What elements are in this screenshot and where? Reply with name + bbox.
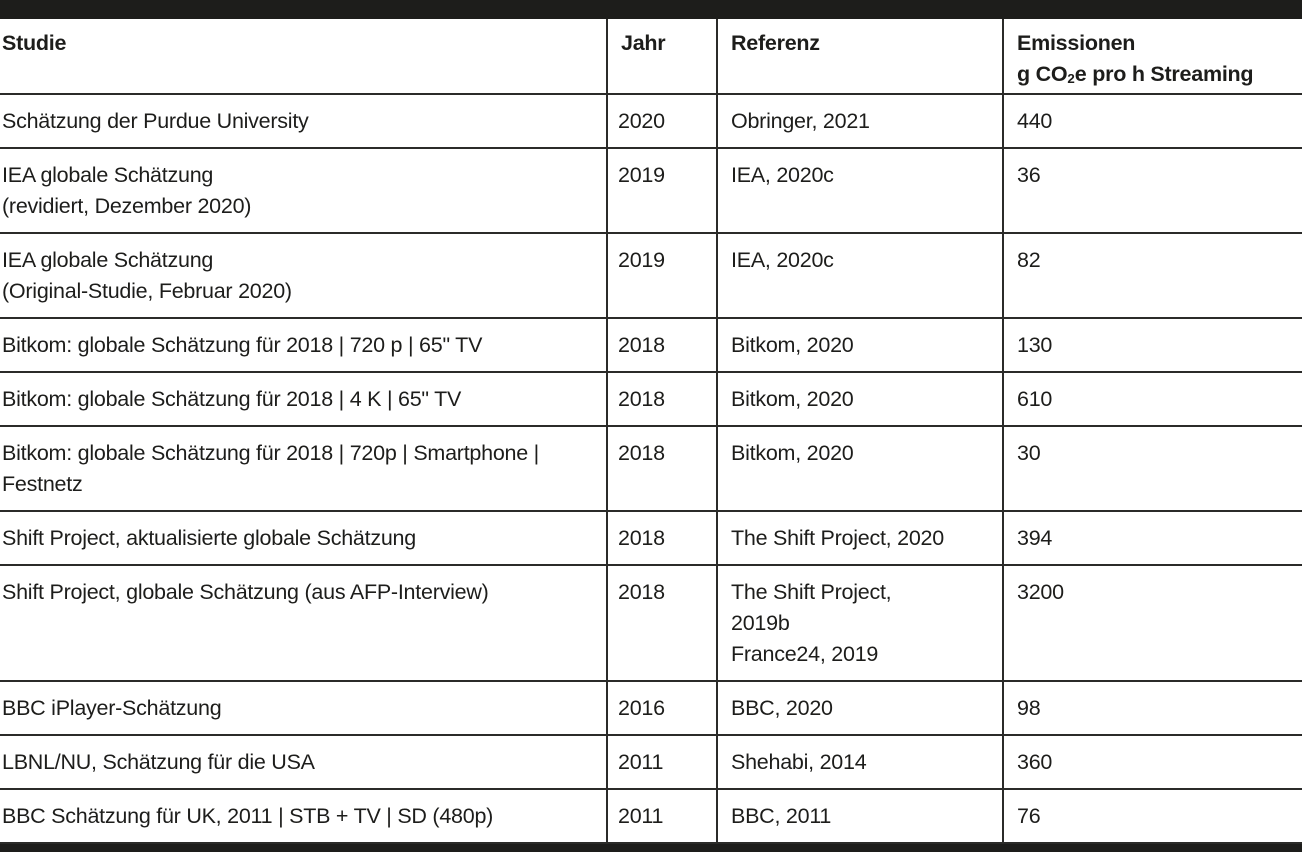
cell-jahr: 2018 [606,511,717,565]
cell-referenz: The Shift Project, 2019b France24, 2019 [716,565,1003,681]
table-row: BBC Schätzung für UK, 2011 | STB + TV | … [0,789,1302,843]
cell-emission: 394 [1002,511,1302,565]
cell-referenz: BBC, 2020 [716,681,1003,735]
table-row: LBNL/NU, Schätzung für die USA 2011 Sheh… [0,735,1302,789]
cell-referenz: BBC, 2011 [716,789,1003,843]
data-table: Studie Jahr Referenz Emissionen g CO2e pr… [0,19,1302,844]
column-header-referenz: Referenz [716,19,1003,94]
cell-jahr: 2018 [606,318,717,372]
cell-studie: Bitkom: globale Schätzung für 2018 | 720… [2,333,483,357]
table-row: Bitkom: globale Schätzung für 2018 | 720… [0,318,1302,372]
cell-jahr: 2018 [606,565,717,681]
table-row: Bitkom: globale Schätzung für 2018 | 4 K… [0,372,1302,426]
cell-referenz: IEA, 2020c [716,148,1003,233]
table-row: Bitkom: globale Schätzung für 2018 | 720… [0,426,1302,511]
cell-studie: BBC iPlayer-Schätzung [2,696,222,720]
table-row: Schätzung der Purdue University 2020 Obr… [0,94,1302,148]
cell-emission: 130 [1002,318,1302,372]
cell-jahr: 2020 [606,94,717,148]
cell-emission: 82 [1002,233,1302,318]
cell-studie: BBC Schätzung für UK, 2011 | STB + TV | … [2,804,494,828]
cell-jahr: 2011 [606,789,717,843]
table-bottom-bar [0,844,1302,852]
table-row: IEA globale Schätzung (revidiert, Dezemb… [0,148,1302,233]
table-row: BBC iPlayer-Schätzung 2016 BBC, 2020 98 [0,681,1302,735]
cell-jahr: 2019 [606,233,717,318]
cell-referenz: Bitkom, 2020 [716,318,1003,372]
table-row: Shift Project, globale Schätzung (aus AF… [0,565,1302,681]
cell-studie: LBNL/NU, Schätzung für die USA [2,750,315,774]
cell-referenz: The Shift Project, 2020 [716,511,1003,565]
cell-jahr: 2011 [606,735,717,789]
header-row: Studie Jahr Referenz Emissionen g CO2e pr… [0,19,1302,94]
cell-referenz: Shehabi, 2014 [716,735,1003,789]
cell-referenz: Bitkom, 2020 [716,372,1003,426]
column-header-studie: Studie [2,31,67,55]
cell-emission: 440 [1002,94,1302,148]
cell-emission: 610 [1002,372,1302,426]
cell-emission: 98 [1002,681,1302,735]
table-row: Shift Project, aktualisierte globale Sch… [0,511,1302,565]
cell-referenz: IEA, 2020c [716,233,1003,318]
cell-jahr: 2016 [606,681,717,735]
cell-emission: 30 [1002,426,1302,511]
emissionen-header-line1: Emissionen [1017,31,1136,55]
cell-jahr: 2018 [606,426,717,511]
column-header-emissionen: Emissionen g CO2e pro h Streaming [1002,19,1302,94]
cell-studie: Bitkom: globale Schätzung für 2018 | 4 K… [2,387,462,411]
cell-studie: IEA globale Schätzung (Original-Studie, … [2,248,292,303]
table-top-bar [0,0,1302,19]
column-header-jahr: Jahr [606,19,717,94]
cell-emission: 360 [1002,735,1302,789]
cell-jahr: 2019 [606,148,717,233]
table-row: IEA globale Schätzung (Original-Studie, … [0,233,1302,318]
cell-studie: Shift Project, aktualisierte globale Sch… [2,526,416,550]
cell-jahr: 2018 [606,372,717,426]
emissionen-header-unit-pre: g CO [1017,62,1068,86]
cell-emission: 3200 [1002,565,1302,681]
cell-studie: IEA globale Schätzung (revidiert, Dezemb… [2,163,252,218]
cell-emission: 36 [1002,148,1302,233]
cell-studie: Schätzung der Purdue University [2,109,309,133]
cell-referenz: Bitkom, 2020 [716,426,1003,511]
emissionen-header-unit-sub: 2 [1067,71,1075,87]
emissionen-header-unit-post: e pro h Streaming [1074,62,1254,86]
cell-referenz: Obringer, 2021 [716,94,1003,148]
cell-studie: Shift Project, globale Schätzung (aus AF… [2,580,489,604]
cell-studie: Bitkom: globale Schätzung für 2018 | 720… [2,441,540,496]
cell-emission: 76 [1002,789,1302,843]
